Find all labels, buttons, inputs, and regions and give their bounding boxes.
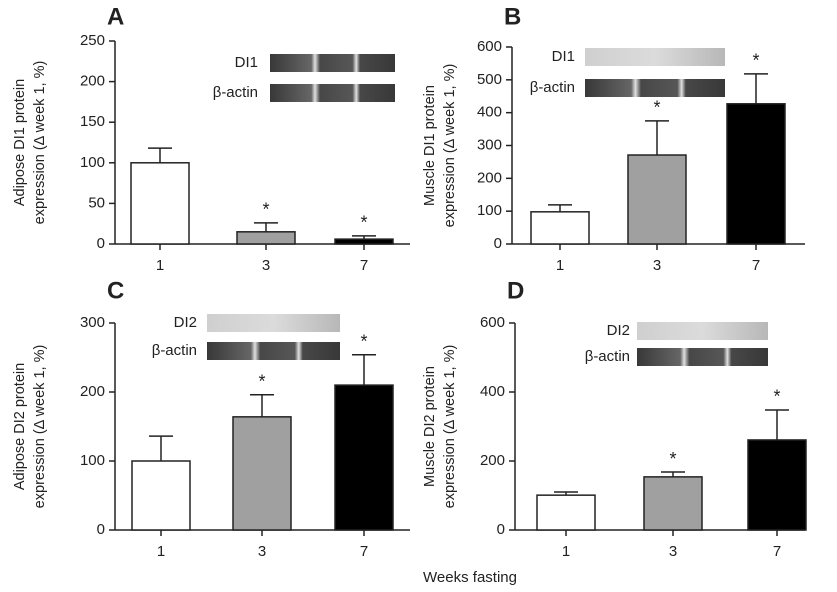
blot-label: β-actin bbox=[530, 79, 575, 96]
blot-band bbox=[585, 79, 725, 97]
blot-band bbox=[637, 348, 768, 366]
x-tick-label: 7 bbox=[773, 543, 781, 560]
panel-label: C bbox=[107, 277, 124, 304]
blot-band bbox=[207, 342, 340, 360]
y-tick-label: 50 bbox=[88, 194, 105, 211]
y-tick-label: 300 bbox=[477, 136, 502, 153]
blot-label: DI2 bbox=[174, 314, 197, 331]
bar bbox=[130, 162, 190, 245]
x-tick-label: 7 bbox=[752, 257, 760, 274]
y-tick-label: 0 bbox=[97, 521, 105, 538]
y-tick-label: 0 bbox=[497, 521, 505, 538]
y-tick-label: 100 bbox=[477, 202, 502, 219]
blot-band bbox=[270, 54, 395, 72]
bar bbox=[643, 476, 703, 531]
x-tick-label: 7 bbox=[360, 257, 368, 274]
blot-label: β-actin bbox=[213, 84, 258, 101]
blot-band bbox=[637, 322, 768, 340]
panel-label: A bbox=[107, 3, 124, 30]
y-axis-label: expression (Δ week 1, %) bbox=[32, 345, 48, 509]
x-axis-label: Weeks fasting bbox=[423, 569, 517, 586]
bar bbox=[536, 494, 596, 531]
blot-label: DI1 bbox=[235, 54, 258, 71]
significance-mark: * bbox=[653, 98, 660, 118]
bar bbox=[747, 439, 807, 531]
panel-label: D bbox=[507, 277, 524, 304]
y-axis-label: Adipose DI1 protein bbox=[12, 79, 28, 206]
y-tick-label: 100 bbox=[80, 154, 105, 171]
bar bbox=[627, 154, 687, 245]
y-tick-label: 400 bbox=[477, 104, 502, 121]
y-axis-label: Adipose DI2 protein bbox=[12, 363, 28, 490]
x-tick-label: 1 bbox=[562, 543, 570, 560]
y-tick-label: 100 bbox=[80, 452, 105, 469]
significance-mark: * bbox=[669, 449, 676, 469]
bar bbox=[530, 211, 590, 245]
x-tick-label: 3 bbox=[262, 257, 270, 274]
y-tick-label: 200 bbox=[480, 452, 505, 469]
x-tick-label: 3 bbox=[669, 543, 677, 560]
bar bbox=[232, 416, 292, 531]
significance-mark: * bbox=[262, 200, 269, 220]
blot-label: DI1 bbox=[552, 48, 575, 65]
y-tick-label: 200 bbox=[477, 169, 502, 186]
y-axis-label: Muscle DI1 protein bbox=[422, 85, 438, 206]
y-tick-label: 150 bbox=[80, 113, 105, 130]
blot-band bbox=[585, 48, 725, 66]
significance-mark: * bbox=[360, 213, 367, 233]
significance-mark: * bbox=[360, 331, 367, 351]
significance-mark: * bbox=[752, 51, 759, 71]
y-tick-label: 250 bbox=[80, 32, 105, 49]
y-axis-label: expression (Δ week 1, %) bbox=[442, 345, 458, 509]
bar bbox=[334, 238, 394, 245]
x-tick-label: 3 bbox=[258, 543, 266, 560]
bar bbox=[726, 103, 786, 245]
x-tick-label: 1 bbox=[157, 543, 165, 560]
panel-label: B bbox=[504, 3, 521, 30]
blot-label: DI2 bbox=[607, 322, 630, 339]
y-tick-label: 200 bbox=[80, 73, 105, 90]
blot-label: β-actin bbox=[152, 342, 197, 359]
y-axis-label: expression (Δ week 1, %) bbox=[32, 61, 48, 225]
y-tick-label: 0 bbox=[97, 235, 105, 252]
y-tick-label: 600 bbox=[477, 38, 502, 55]
y-tick-label: 300 bbox=[80, 314, 105, 331]
x-tick-label: 1 bbox=[156, 257, 164, 274]
y-tick-label: 400 bbox=[480, 383, 505, 400]
significance-mark: * bbox=[258, 372, 265, 392]
significance-mark: * bbox=[773, 387, 780, 407]
y-tick-label: 0 bbox=[494, 235, 502, 252]
blot-label: β-actin bbox=[585, 348, 630, 365]
bar bbox=[131, 460, 191, 531]
y-tick-label: 600 bbox=[480, 314, 505, 331]
blot-band bbox=[270, 84, 395, 102]
x-tick-label: 7 bbox=[360, 543, 368, 560]
bar bbox=[334, 384, 394, 531]
y-axis-label: Muscle DI2 protein bbox=[422, 366, 438, 487]
blot-band bbox=[207, 314, 340, 332]
x-tick-label: 1 bbox=[556, 257, 564, 274]
y-axis-label: expression (Δ week 1, %) bbox=[442, 64, 458, 228]
y-tick-label: 500 bbox=[477, 71, 502, 88]
x-tick-label: 3 bbox=[653, 257, 661, 274]
y-tick-label: 200 bbox=[80, 383, 105, 400]
bar bbox=[236, 231, 296, 245]
